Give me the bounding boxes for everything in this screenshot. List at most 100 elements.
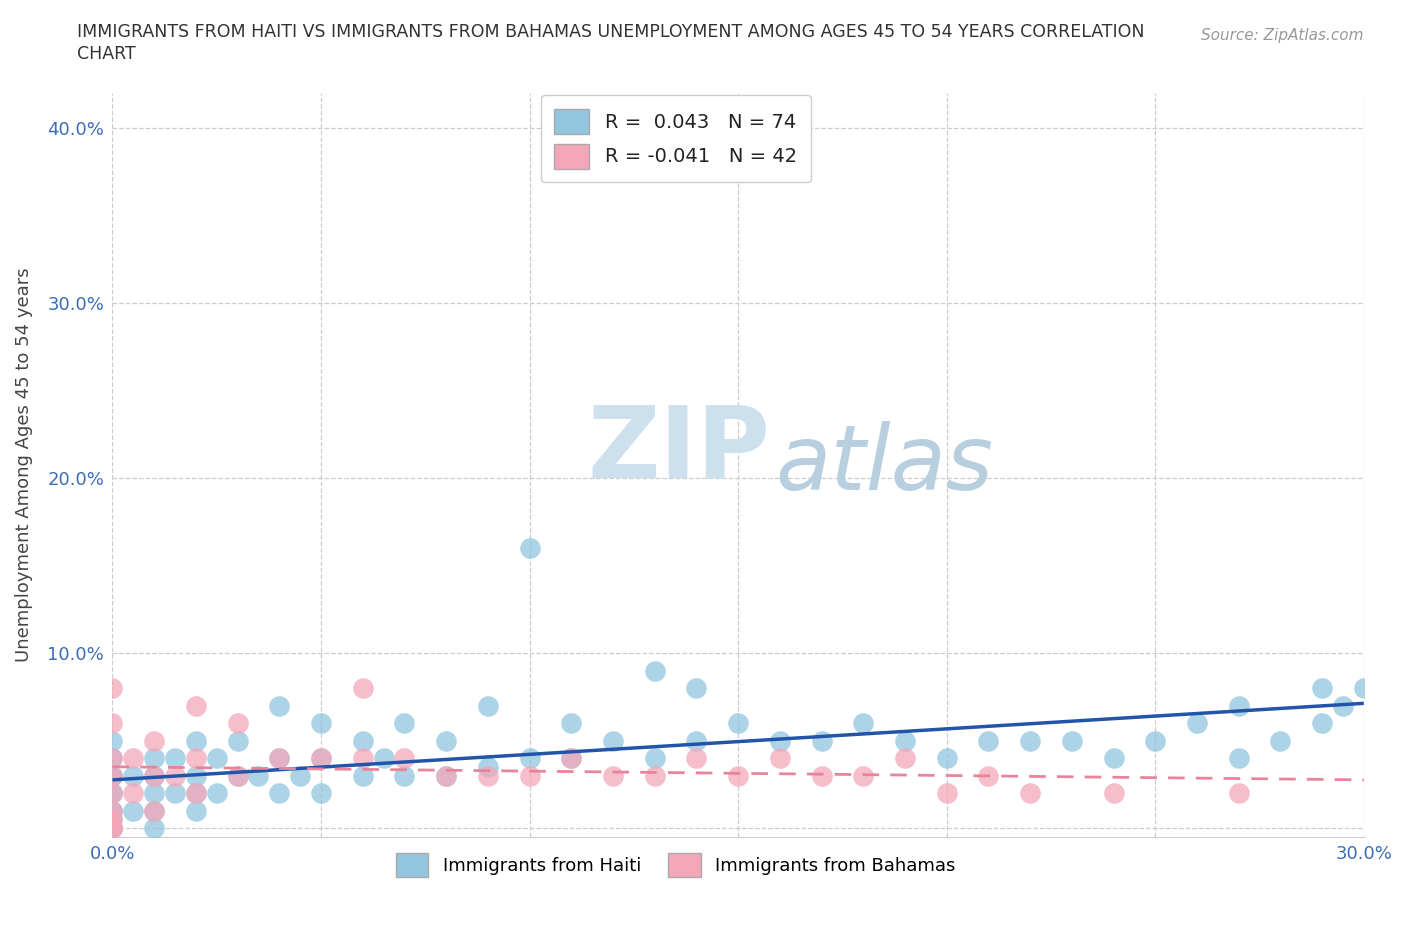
Point (852, 768, 875, 783)
Point (685, 681, 707, 696)
Point (1353, 681, 1375, 696)
Point (1019, 733, 1042, 748)
Point (101, 812, 124, 827)
Point (309, 751, 332, 765)
Point (122, 804, 145, 818)
Point (122, 786, 145, 801)
Point (309, 786, 332, 801)
Point (247, 768, 270, 783)
Point (101, 812, 124, 827)
Point (226, 768, 249, 783)
Point (269, 751, 291, 765)
Point (434, 733, 457, 748)
Point (184, 804, 207, 818)
Point (143, 733, 166, 748)
Point (101, 804, 124, 818)
Point (122, 751, 145, 765)
Point (269, 698, 291, 713)
Point (143, 768, 166, 783)
Point (519, 751, 541, 765)
Point (602, 768, 624, 783)
Point (184, 698, 207, 713)
Point (644, 751, 666, 765)
Point (101, 751, 124, 765)
Point (1227, 698, 1250, 713)
Point (184, 768, 207, 783)
Point (477, 760, 499, 775)
Point (309, 751, 332, 765)
Point (101, 804, 124, 818)
Point (101, 821, 124, 836)
Point (163, 751, 186, 765)
Point (101, 821, 124, 836)
Point (519, 540, 541, 555)
Point (977, 733, 1000, 748)
Point (769, 751, 792, 765)
Point (101, 733, 124, 748)
Text: atlas: atlas (776, 421, 994, 509)
Point (1102, 786, 1125, 801)
Text: CHART: CHART (77, 45, 136, 62)
Point (101, 751, 124, 765)
Point (269, 786, 291, 801)
Point (290, 768, 312, 783)
Point (352, 751, 374, 765)
Point (101, 716, 124, 731)
Point (727, 768, 749, 783)
Point (352, 733, 374, 748)
Point (184, 786, 207, 801)
Point (101, 768, 124, 783)
Point (560, 751, 582, 765)
Point (935, 786, 957, 801)
Point (1227, 786, 1250, 801)
Text: IMMIGRANTS FROM HAITI VS IMMIGRANTS FROM BAHAMAS UNEMPLOYMENT AMONG AGES 45 TO 5: IMMIGRANTS FROM HAITI VS IMMIGRANTS FROM… (77, 23, 1144, 41)
Point (163, 768, 186, 783)
Point (101, 821, 124, 836)
Point (184, 733, 207, 748)
Point (226, 733, 249, 748)
Point (101, 768, 124, 783)
Point (685, 733, 707, 748)
Point (977, 768, 1000, 783)
Point (394, 768, 416, 783)
Point (1270, 733, 1292, 748)
Point (101, 786, 124, 801)
Point (434, 768, 457, 783)
Point (477, 698, 499, 713)
Point (1227, 751, 1250, 765)
Point (394, 716, 416, 731)
Point (205, 751, 228, 765)
Point (184, 786, 207, 801)
Point (184, 751, 207, 765)
Point (810, 733, 832, 748)
Point (560, 716, 582, 731)
Point (101, 821, 124, 836)
Point (560, 751, 582, 765)
Point (1019, 786, 1042, 801)
Point (143, 751, 166, 765)
Point (205, 786, 228, 801)
Point (769, 733, 792, 748)
Point (602, 733, 624, 748)
Point (644, 768, 666, 783)
Point (394, 751, 416, 765)
Point (935, 751, 957, 765)
Point (894, 733, 917, 748)
Point (1102, 751, 1125, 765)
Point (101, 804, 124, 818)
Point (519, 768, 541, 783)
Point (810, 768, 832, 783)
Point (143, 821, 166, 836)
Point (101, 786, 124, 801)
Point (101, 681, 124, 696)
Point (1185, 716, 1208, 731)
Point (685, 751, 707, 765)
Point (101, 821, 124, 836)
Point (226, 716, 249, 731)
Point (101, 786, 124, 801)
Point (373, 751, 395, 765)
Point (1310, 681, 1333, 696)
Point (226, 768, 249, 783)
Point (143, 804, 166, 818)
Point (1060, 733, 1083, 748)
